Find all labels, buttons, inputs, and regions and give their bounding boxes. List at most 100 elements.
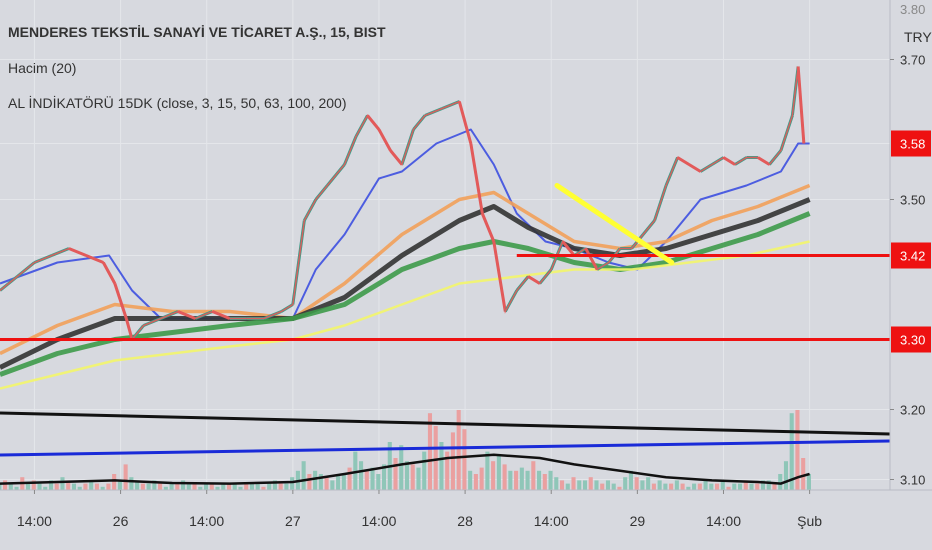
volume-bar: [450, 432, 455, 490]
volume-bar: [749, 483, 754, 490]
time-tick-label: 14:00: [361, 513, 396, 529]
time-tick-label: 29: [630, 513, 646, 529]
volume-bar: [100, 486, 105, 490]
volume-bar: [692, 483, 697, 490]
price-axis[interactable]: TRY 3.80 3.10 3.20 3.50 3.70 3.58 3.42 3.30: [889, 0, 932, 550]
time-tick-label: 14:00: [189, 513, 224, 529]
volume-bar: [43, 486, 48, 490]
volume-bar: [37, 483, 42, 490]
volume-bar: [272, 480, 277, 490]
volume-bar: [508, 470, 513, 490]
volume-bar: [209, 483, 214, 490]
volume-bar: [778, 474, 783, 490]
volume-bar: [146, 483, 151, 490]
volume-bar: [537, 470, 542, 490]
volume-bar: [244, 483, 249, 490]
volume-bar: [14, 486, 19, 490]
volume-bar: [267, 483, 272, 490]
volume-bar: [514, 470, 519, 490]
volume-bar: [77, 486, 82, 490]
volume-bar: [646, 477, 651, 490]
volume-bar: [238, 486, 243, 490]
price-axis-background: [890, 0, 932, 550]
volume-bar: [755, 483, 760, 490]
volume-bar: [571, 477, 576, 490]
volume-bar: [301, 461, 306, 490]
volume-bar: [456, 410, 461, 490]
volume-bar: [54, 483, 59, 490]
volume-bar: [353, 451, 358, 490]
volume-bar: [215, 486, 220, 490]
volume-bar: [623, 477, 628, 490]
volume-bar: [376, 474, 381, 490]
volume-bar: [135, 480, 140, 490]
volume-bar: [221, 483, 226, 490]
price-tag: [891, 326, 931, 353]
volume-bar: [680, 483, 685, 490]
ema-line: [0, 240, 810, 390]
volume-bar: [140, 483, 145, 490]
volume-bar: [502, 464, 507, 490]
volume-bar: [772, 483, 777, 490]
volume-bar: [703, 480, 708, 490]
volume-bar: [232, 483, 237, 490]
volume-bar: [445, 451, 450, 490]
volume-bar: [83, 483, 88, 490]
volume-bar: [158, 483, 163, 490]
volume-bar: [651, 483, 656, 490]
volume-bar: [175, 483, 180, 490]
volume-bar: [795, 410, 800, 490]
volume-bar: [48, 480, 54, 490]
currency-label: TRY: [904, 29, 932, 45]
volume-bar: [548, 470, 553, 490]
volume-bar: [462, 429, 467, 490]
volume-bar: [605, 480, 611, 490]
volume-bar: [554, 477, 559, 490]
volume-bar: [594, 480, 599, 490]
volume-bar: [743, 480, 748, 490]
price-tick-label: 3.20: [900, 403, 925, 418]
volume-bar: [617, 486, 622, 490]
price-tag-label: 3.42: [900, 249, 925, 264]
price-tick-label: 3.70: [900, 53, 925, 68]
time-tick-label: Şub: [797, 513, 822, 529]
volume-bar: [198, 486, 203, 490]
volume-bar: [318, 474, 323, 490]
volume-bar: [674, 480, 679, 490]
volume-pane: [0, 410, 891, 490]
volume-bar: [0, 483, 2, 490]
volume-bar: [801, 458, 806, 490]
volume-bar: [732, 483, 737, 490]
volume-bar: [766, 480, 771, 490]
ema-line: [0, 211, 811, 377]
volume-bar: [634, 477, 639, 490]
volume-bar: [663, 483, 668, 490]
time-tick-label: 14:00: [17, 513, 52, 529]
volume-bar: [427, 413, 433, 490]
volume-bar: [760, 480, 766, 490]
volume-bar: [307, 474, 312, 490]
time-tick-label: 14:00: [534, 513, 569, 529]
volume-bar: [8, 483, 13, 490]
volume-bar: [169, 483, 174, 490]
trend-line-drawing[interactable]: [554, 183, 675, 265]
volume-bar: [737, 483, 743, 490]
volume-bar: [181, 480, 186, 490]
horizontal-levels[interactable]: [0, 254, 890, 341]
volume-bar: [697, 483, 702, 490]
volume-bar: [31, 480, 36, 490]
volume-bar: [370, 467, 375, 490]
volume-bar: [3, 480, 8, 490]
price-tag: [891, 130, 931, 157]
volume-bar: [89, 480, 94, 490]
volume-bar: [71, 483, 77, 490]
volume-bar: [582, 480, 588, 490]
volume-bar: [720, 480, 725, 490]
volume-bar: [129, 477, 134, 490]
time-axis[interactable]: 14:00 26 14:00 27 14:00 28 14:00 29 14:00 Şub: [0, 489, 932, 550]
volume-bar: [66, 480, 71, 490]
volume-ma-line: [0, 453, 810, 485]
volume-bar: [255, 483, 260, 490]
price-tick-label: 3.50: [900, 193, 925, 208]
